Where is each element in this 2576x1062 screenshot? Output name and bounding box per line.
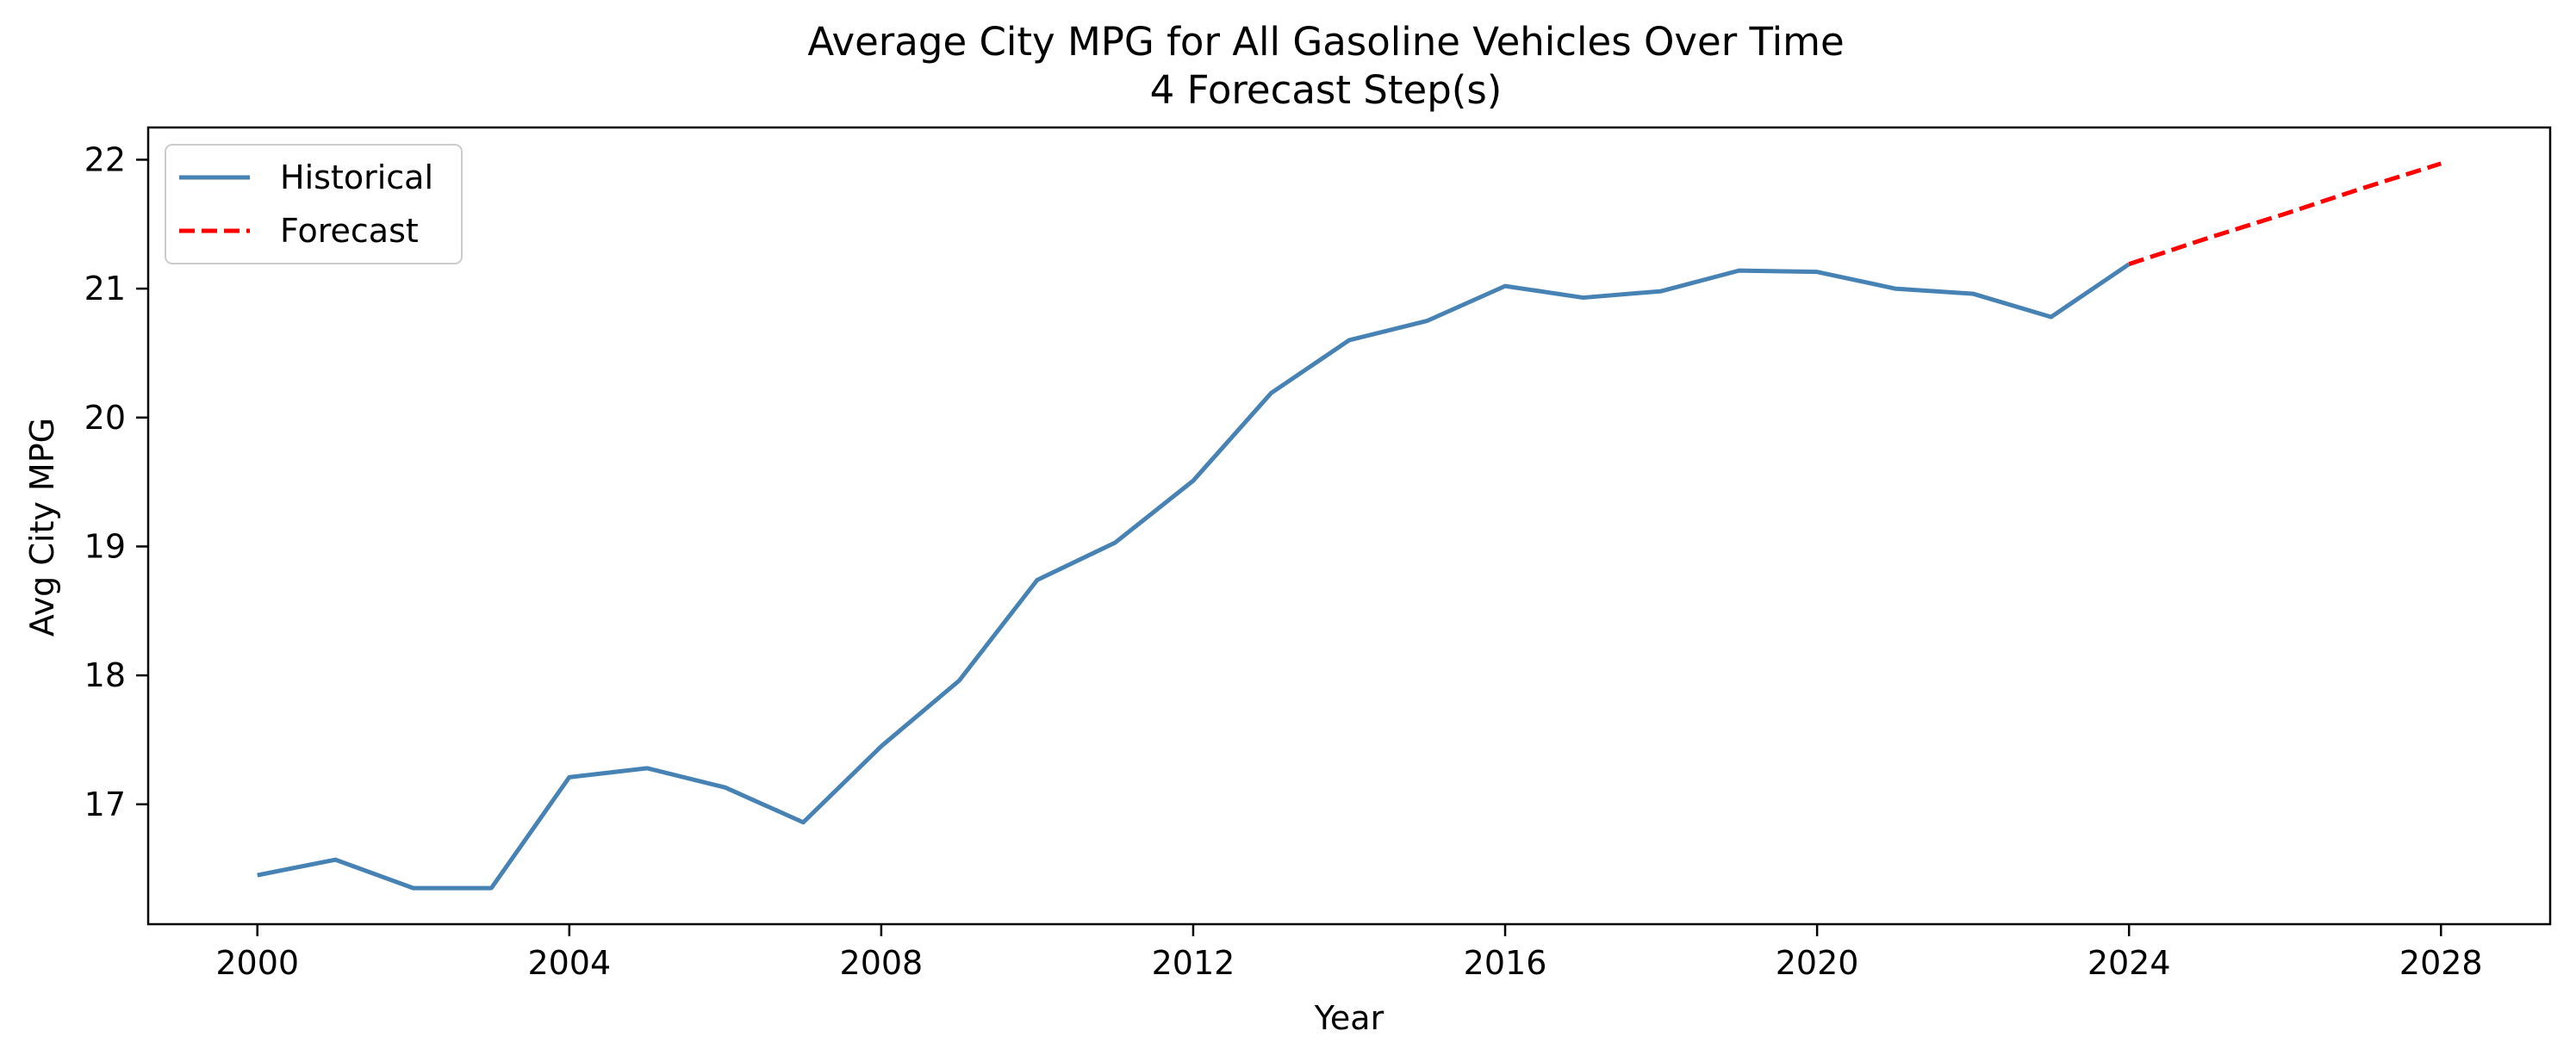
chart-subtitle: 4 Forecast Step(s) bbox=[1150, 67, 1503, 113]
x-tick-label: 2016 bbox=[1464, 944, 1547, 982]
x-tick-label: 2028 bbox=[2399, 944, 2483, 982]
legend: Historical Forecast bbox=[165, 144, 463, 264]
series-line-historical bbox=[257, 262, 2131, 891]
legend-label-forecast: Forecast bbox=[280, 212, 419, 250]
x-tick-label: 2024 bbox=[2088, 944, 2171, 982]
y-tick-label: 18 bbox=[84, 656, 126, 694]
x-tick-label: 2008 bbox=[840, 944, 924, 982]
y-tick-label: 17 bbox=[84, 786, 126, 823]
y-tick-label: 22 bbox=[84, 140, 126, 178]
x-tick-label: 2012 bbox=[1152, 944, 1235, 982]
x-tick-label: 2020 bbox=[1776, 944, 1859, 982]
legend-label-historical: Historical bbox=[280, 158, 433, 196]
series-line-forecast bbox=[2128, 161, 2442, 267]
y-tick-label: 21 bbox=[84, 270, 126, 307]
x-tick-label: 2000 bbox=[215, 944, 299, 982]
legend-box bbox=[165, 144, 463, 264]
y-tick-label: 20 bbox=[84, 399, 126, 437]
y-tick-label: 19 bbox=[84, 527, 126, 565]
chart-title: Average City MPG for All Gasoline Vehicl… bbox=[807, 19, 1844, 65]
plot-frame bbox=[146, 126, 2552, 926]
x-axis-label: Year bbox=[1314, 999, 1384, 1037]
x-tick-label: 2004 bbox=[527, 944, 611, 982]
y-axis-label: Avg City MPG bbox=[23, 418, 61, 637]
